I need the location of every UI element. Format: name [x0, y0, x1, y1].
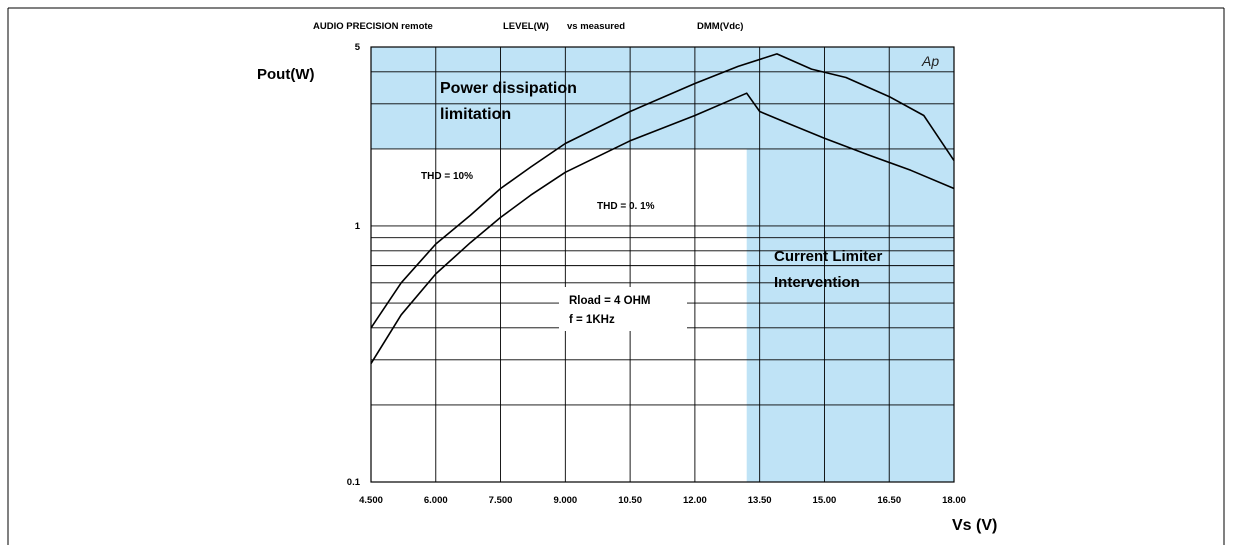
- y-tick-label: 1: [355, 221, 361, 232]
- x-tick-label: 16.50: [877, 495, 901, 506]
- y-tick-label: 0.1: [347, 477, 361, 488]
- rload-label: Rload = 4 OHM: [569, 295, 650, 307]
- x-tick-labels: 4.500 6.000 7.500 9.000 10.50 12.00 13.50 15.00…: [359, 495, 966, 506]
- y-tick-labels: 510.1: [347, 42, 361, 488]
- x-tick-label: 18.00: [942, 495, 966, 506]
- header-vs: vs measured: [567, 21, 625, 32]
- current-limiter-region: [746, 47, 954, 482]
- series-group: [370, 53, 955, 365]
- series-line-thd-01: [370, 92, 955, 365]
- y-axis-label: Pout(W): [257, 66, 314, 83]
- header-source: AUDIO PRECISION remote: [313, 21, 433, 32]
- ap-logo: Ap: [921, 53, 939, 69]
- header-y-measure: LEVEL(W): [503, 21, 549, 32]
- power-dissipation-label-line2: limitation: [440, 106, 511, 123]
- x-tick-label: 6.000: [424, 495, 448, 506]
- current-limiter-label-line1: Current Limiter: [774, 248, 883, 265]
- x-axis-label: Vs (V): [952, 517, 997, 534]
- series-line-thd-10: [370, 53, 955, 329]
- freq-label: f = 1KHz: [569, 314, 615, 326]
- thd-10-label: THD = 10%: [421, 171, 473, 182]
- x-tick-label: 15.00: [813, 495, 837, 506]
- x-tick-label: 4.500: [359, 495, 383, 506]
- thd-01-label: THD = 0. 1%: [597, 201, 655, 212]
- y-tick-label: 5: [355, 42, 361, 53]
- x-tick-label: 10.50: [618, 495, 642, 506]
- x-tick-label: 13.50: [748, 495, 772, 506]
- x-tick-label: 7.500: [489, 495, 513, 506]
- x-tick-label: 12.00: [683, 495, 707, 506]
- rload-note-box: [559, 287, 687, 331]
- power-dissipation-label-line1: Power dissipation: [440, 80, 577, 97]
- header-x-measure: DMM(Vdc): [697, 21, 743, 32]
- x-tick-label: 9.000: [553, 495, 577, 506]
- current-limiter-label-line2: Intervention: [774, 274, 860, 291]
- plot-border: [370, 46, 955, 483]
